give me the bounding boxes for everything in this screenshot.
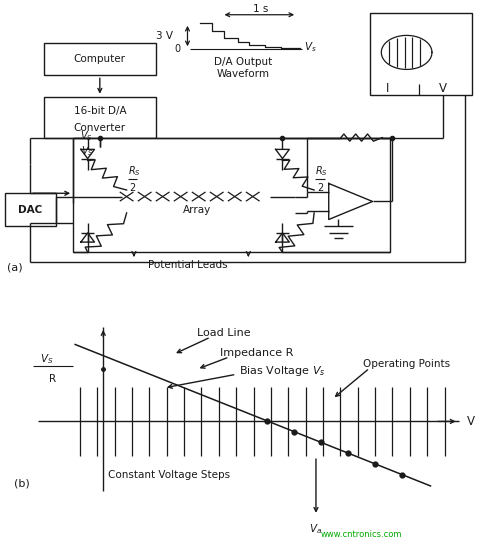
Text: Waveform: Waveform xyxy=(217,69,270,79)
Text: Computer: Computer xyxy=(74,54,126,64)
Text: D/A Output: D/A Output xyxy=(214,57,273,67)
Text: 0: 0 xyxy=(174,44,180,54)
Text: $V_S$: $V_S$ xyxy=(40,352,54,366)
Text: V: V xyxy=(467,415,475,428)
Text: $R_S$: $R_S$ xyxy=(128,164,140,178)
Text: (a): (a) xyxy=(7,262,23,272)
Text: I: I xyxy=(386,82,389,95)
Bar xyxy=(73,138,390,252)
Text: Bias Voltage $V_s$: Bias Voltage $V_s$ xyxy=(239,364,325,377)
Text: Potential Leads: Potential Leads xyxy=(148,260,227,270)
Text: 3 V: 3 V xyxy=(156,31,173,41)
Text: Operating Points: Operating Points xyxy=(363,359,450,369)
Text: 16-bit D/A: 16-bit D/A xyxy=(74,106,126,116)
Text: Array: Array xyxy=(183,205,211,215)
Text: R: R xyxy=(49,374,56,384)
Text: (b): (b) xyxy=(15,478,30,489)
Text: Impedance R: Impedance R xyxy=(220,348,294,358)
Text: 2: 2 xyxy=(130,183,135,193)
Text: V: V xyxy=(439,82,447,95)
Text: Constant Voltage Steps: Constant Voltage Steps xyxy=(108,470,230,480)
Text: 2: 2 xyxy=(317,183,323,193)
Text: $V_S$: $V_S$ xyxy=(80,130,93,144)
Text: DAC: DAC xyxy=(18,205,42,215)
Bar xyxy=(44,97,156,138)
Text: $R_S$: $R_S$ xyxy=(315,164,328,178)
Text: 1 s: 1 s xyxy=(253,4,268,14)
Text: www.cntronics.com: www.cntronics.com xyxy=(320,530,402,539)
Text: $V_a$: $V_a$ xyxy=(309,523,322,536)
Bar xyxy=(370,13,472,95)
Text: Converter: Converter xyxy=(74,123,126,133)
Text: Load Line: Load Line xyxy=(197,328,250,339)
Text: $V_S$: $V_S$ xyxy=(81,144,94,158)
Bar xyxy=(44,43,156,75)
Text: $V_s$: $V_s$ xyxy=(304,40,317,55)
Bar xyxy=(5,193,56,226)
